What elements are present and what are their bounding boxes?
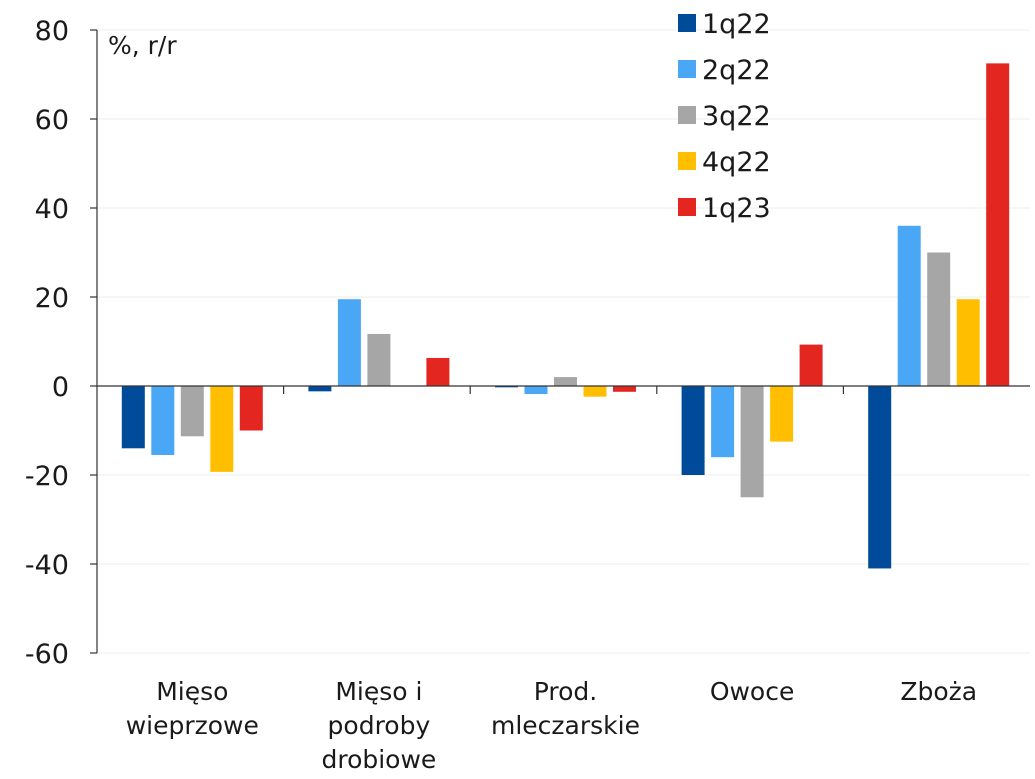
y-tick-label: 60 [35, 105, 69, 136]
bar-4q22 [770, 386, 794, 442]
category-label: Zboża [900, 677, 977, 706]
category-label: Owoce [710, 677, 795, 706]
bar-1q22 [121, 386, 145, 449]
bar-3q22 [554, 377, 577, 386]
category-label: Prod. [534, 677, 597, 706]
legend-swatch-4q22 [678, 152, 696, 170]
bar-1q22 [495, 386, 518, 388]
y-tick-label: -40 [25, 550, 69, 581]
bar-1q22 [308, 386, 332, 392]
bar-1q23 [799, 344, 823, 386]
legend: 1q22 2q22 3q22 4q22 1q23 [678, 9, 771, 224]
bar-1q22 [868, 386, 892, 569]
bar-3q22 [367, 333, 391, 386]
gridlines [97, 29, 1030, 654]
category-label: drobiowe [321, 745, 436, 774]
bar-4q22 [583, 386, 607, 397]
y-tick-label: -60 [25, 639, 69, 670]
bar-1q23 [239, 386, 263, 431]
legend-swatch-2q22 [678, 60, 696, 78]
bar-4q22 [956, 299, 980, 386]
legend-label-4q22: 4q22 [702, 147, 771, 178]
bar-2q22 [524, 386, 548, 395]
y-tick-label: 80 [35, 16, 69, 47]
legend-label-2q22: 2q22 [702, 55, 771, 86]
axes [90, 29, 1030, 654]
bar-2q22 [711, 386, 735, 458]
y-tick-label: 40 [35, 194, 69, 225]
bar-4q22 [210, 386, 234, 472]
y-tick-label: 20 [35, 283, 69, 314]
legend-label-1q23: 1q23 [702, 193, 771, 224]
legend-label-1q22: 1q22 [702, 9, 771, 40]
bars [121, 63, 1010, 569]
category-label: Mięso [156, 677, 228, 706]
category-label: mleczarskie [491, 711, 640, 740]
bar-1q23 [613, 386, 636, 392]
y-tick-label: 0 [52, 372, 69, 403]
y-tick-label: -20 [25, 461, 69, 492]
y-tick-labels: -60 -40 -20 0 20 40 60 80 [25, 16, 69, 670]
bar-2q22 [337, 299, 361, 386]
bar-2q22 [151, 386, 175, 455]
unit-label: %, r/r [108, 31, 177, 60]
category-label: wieprzowe [126, 711, 259, 740]
legend-swatch-3q22 [678, 106, 696, 124]
bar-3q22 [180, 386, 204, 437]
bar-3q22 [927, 252, 951, 386]
legend-label-3q22: 3q22 [702, 101, 771, 132]
bar-3q22 [740, 386, 764, 498]
category-label: Mięso i [335, 677, 422, 706]
bar-1q22 [681, 386, 705, 475]
legend-swatch-1q23 [678, 198, 696, 216]
category-label: podroby [328, 711, 431, 740]
category-labels: Mięso wieprzowe Mięso i podroby drobiowe Prod… [126, 677, 977, 774]
bar-1q23 [986, 63, 1010, 386]
bar-2q22 [897, 225, 921, 386]
bar-1q23 [426, 357, 450, 386]
legend-swatch-1q22 [678, 14, 696, 32]
